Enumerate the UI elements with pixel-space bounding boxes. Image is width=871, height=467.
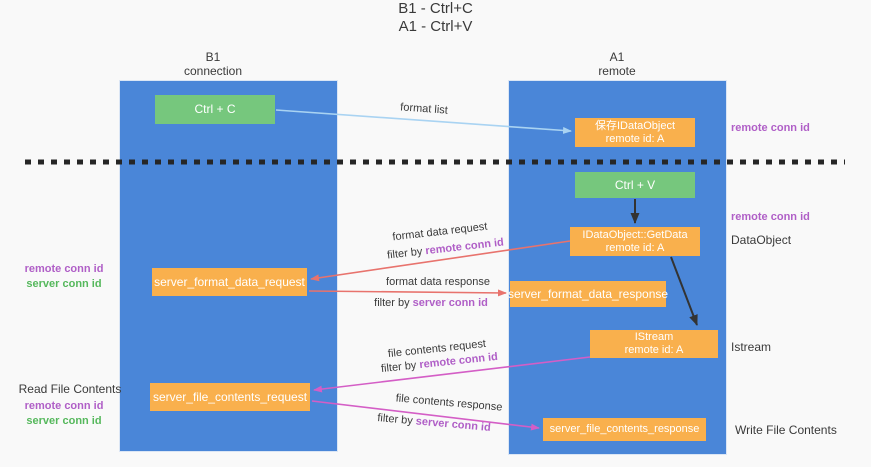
diagram-title: B1 - Ctrl+C A1 - Ctrl+V: [0, 0, 871, 36]
istream-line2: remote id: A: [624, 344, 684, 356]
server-file-contents-request-label: server_file_contents_request: [152, 389, 308, 404]
getdata-box: IDataObject::GetData remote id: A: [570, 227, 700, 256]
right-column-subtitle: remote: [598, 64, 636, 78]
getdata-line2: remote id: A: [605, 241, 665, 254]
server-format-data-request-box: server_format_data_request: [152, 268, 307, 296]
server-format-data-request-label: server_format_data_request: [154, 274, 305, 289]
ctrl-c-label: Ctrl + C: [194, 102, 236, 116]
filter-by-prefix: filter by: [380, 359, 421, 376]
right-remote-conn-id-annotation-1: remote conn id: [731, 122, 810, 134]
file-contents-response-arrow: [311, 400, 540, 431]
file-contents-request-arrow: [313, 356, 591, 393]
istream-box: IStream remote id: A: [590, 330, 718, 358]
ctrl-c-box: Ctrl + C: [155, 95, 275, 124]
server-file-contents-request-box: server_file_contents_request: [150, 383, 310, 411]
left-column-name: B1: [205, 50, 221, 64]
right-column-name: A1: [609, 50, 625, 64]
istream-line1: IStream: [634, 331, 674, 343]
server-conn-id-highlight: server conn id: [412, 297, 488, 309]
getdata-to-istream-arrow: [670, 256, 698, 326]
server-file-contents-response-label: server_file_contents_response: [549, 423, 700, 435]
format-data-response-label: format data response: [386, 276, 490, 288]
read-file-contents-annotation: Read File Contents: [18, 382, 122, 396]
left-server-conn-id-annotation-2: server conn id: [26, 415, 102, 427]
right-remote-conn-id-annotation-2: remote conn id: [731, 211, 810, 223]
format-data-response-arrow: [308, 289, 507, 297]
save-dataobject-line2: remote id: A: [605, 132, 665, 145]
ctrl-v-box: Ctrl + V: [575, 172, 695, 198]
left-column-subtitle: connection: [183, 64, 243, 78]
filter-by-prefix: filter by: [374, 297, 413, 309]
filter-by-prefix: filter by: [376, 412, 417, 428]
getdata-line1: IDataObject::GetData: [582, 228, 688, 241]
title-line-2: A1 - Ctrl+V: [398, 18, 473, 35]
server-format-data-response-label: server_format_data_response: [507, 286, 669, 301]
left-remote-conn-id-annotation-2: remote conn id: [24, 400, 104, 412]
left-column-header: B1 connection: [143, 50, 283, 78]
left-server-conn-id-annotation-1: server conn id: [26, 278, 102, 290]
istream-annotation: Istream: [731, 340, 772, 354]
write-file-contents-annotation: Write File Contents: [735, 423, 837, 437]
server-file-contents-response-box: server_file_contents_response: [543, 418, 706, 441]
left-remote-conn-id-annotation-1: remote conn id: [24, 263, 104, 275]
ctrl-v-label: Ctrl + V: [614, 177, 656, 192]
server-format-data-response-box: server_format_data_response: [507, 281, 669, 307]
right-column-header: A1 remote: [547, 50, 687, 78]
format-data-request-arrow: [310, 240, 571, 282]
format-list-arrow: [275, 109, 572, 134]
title-line-1: B1 - Ctrl+C: [398, 0, 473, 17]
save-dataobject-box: 保存IDataObject remote id: A: [575, 118, 695, 147]
save-dataobject-line1: 保存IDataObject: [594, 119, 676, 132]
filter-by-server-conn-id-label-1: filter by server conn id: [371, 297, 491, 310]
dataobject-annotation: DataObject: [731, 233, 792, 247]
